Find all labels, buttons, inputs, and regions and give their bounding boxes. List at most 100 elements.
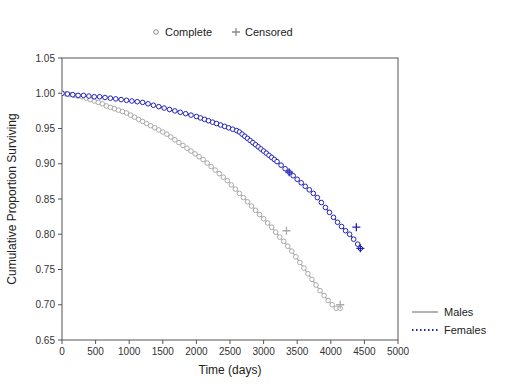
x-tick [364,340,365,344]
chart-container: 0500100015002000250030003500400045005000… [0,0,519,391]
event-point [277,235,282,240]
event-point [173,109,178,114]
censored-point [356,244,364,252]
event-point [81,93,86,98]
y-tick [58,269,62,270]
y-tick [58,93,62,94]
event-point [225,178,230,183]
event-point [103,95,108,100]
x-tick-label: 1500 [152,346,175,357]
event-point [306,271,311,276]
event-point [249,204,254,209]
y-tick-label: 0.70 [36,299,56,310]
y-axis-label: Cumulative Proportion Surviving [5,113,19,284]
chart: 0500100015002000250030003500400045005000… [0,0,519,391]
series-1 [62,91,364,252]
event-point [237,191,242,196]
x-tick [162,340,163,344]
event-point [201,157,206,162]
event-point [217,171,222,176]
event-point [283,166,288,171]
event-point [302,266,307,271]
event-point [108,96,113,101]
x-tick [297,340,298,344]
event-point [327,210,332,215]
event-point [140,100,145,105]
marker-legend: CompleteCensored [154,26,293,38]
censored-point [282,227,290,235]
event-point [322,293,327,298]
x-tick-label: 0 [59,346,65,357]
event-point [339,224,344,229]
event-point [167,107,172,112]
x-tick-label: 4000 [320,346,343,357]
event-point [281,239,286,244]
event-point [245,200,250,205]
event-point [62,91,64,96]
event-point [269,225,274,230]
legend-label: Censored [245,26,293,38]
plot-area [62,91,364,311]
event-point [146,102,151,107]
event-point [209,164,214,169]
x-tick [95,340,96,344]
series-0 [62,91,344,311]
x-tick [196,340,197,344]
event-point [76,93,81,98]
event-point [261,216,266,221]
x-tick-label: 1000 [118,346,141,357]
x-tick [398,340,399,344]
y-tick-label: 1.00 [36,88,56,99]
event-point [151,103,156,108]
event-point [273,230,278,235]
y-tick [58,304,62,305]
x-tick [129,340,130,344]
y-tick-label: 0.95 [36,123,56,134]
y-tick [58,128,62,129]
event-point [178,110,183,115]
legend-marker [154,30,159,35]
event-point [355,242,360,247]
event-point [351,237,356,242]
event-point [124,98,129,103]
event-point [162,106,167,111]
y-tick [58,234,62,235]
event-point [221,175,226,180]
event-point [130,99,135,104]
legend-label: Females [444,324,487,336]
y-tick-label: 0.75 [36,264,56,275]
x-tick [62,340,63,344]
x-tick [230,340,231,344]
y-tick-label: 0.90 [36,158,56,169]
event-point [229,183,234,188]
series-legend: MalesFemales [412,306,487,336]
x-tick-label: 3000 [252,346,275,357]
x-tick-label: 4500 [353,346,376,357]
event-point [241,195,246,200]
event-point [291,173,296,178]
series-line [62,93,360,248]
event-point [290,249,295,254]
event-point [62,91,64,96]
x-axis-label: Time (days) [199,363,262,377]
event-point [183,111,188,116]
event-point [307,188,312,193]
event-point [233,187,238,192]
axes: 0500100015002000250030003500400045005000… [36,53,410,358]
event-point [189,113,194,118]
event-point [113,97,118,102]
event-point [205,161,210,166]
event-point [330,302,335,307]
event-point [294,255,299,260]
plot-frame [62,58,398,340]
event-point [295,177,300,182]
event-point [303,184,308,189]
event-point [285,244,290,249]
y-tick [58,340,62,341]
event-point [87,94,92,99]
censored-point [285,168,293,176]
y-tick-label: 0.80 [36,229,56,240]
event-point [343,228,348,233]
event-point [347,232,352,237]
y-tick [58,58,62,59]
